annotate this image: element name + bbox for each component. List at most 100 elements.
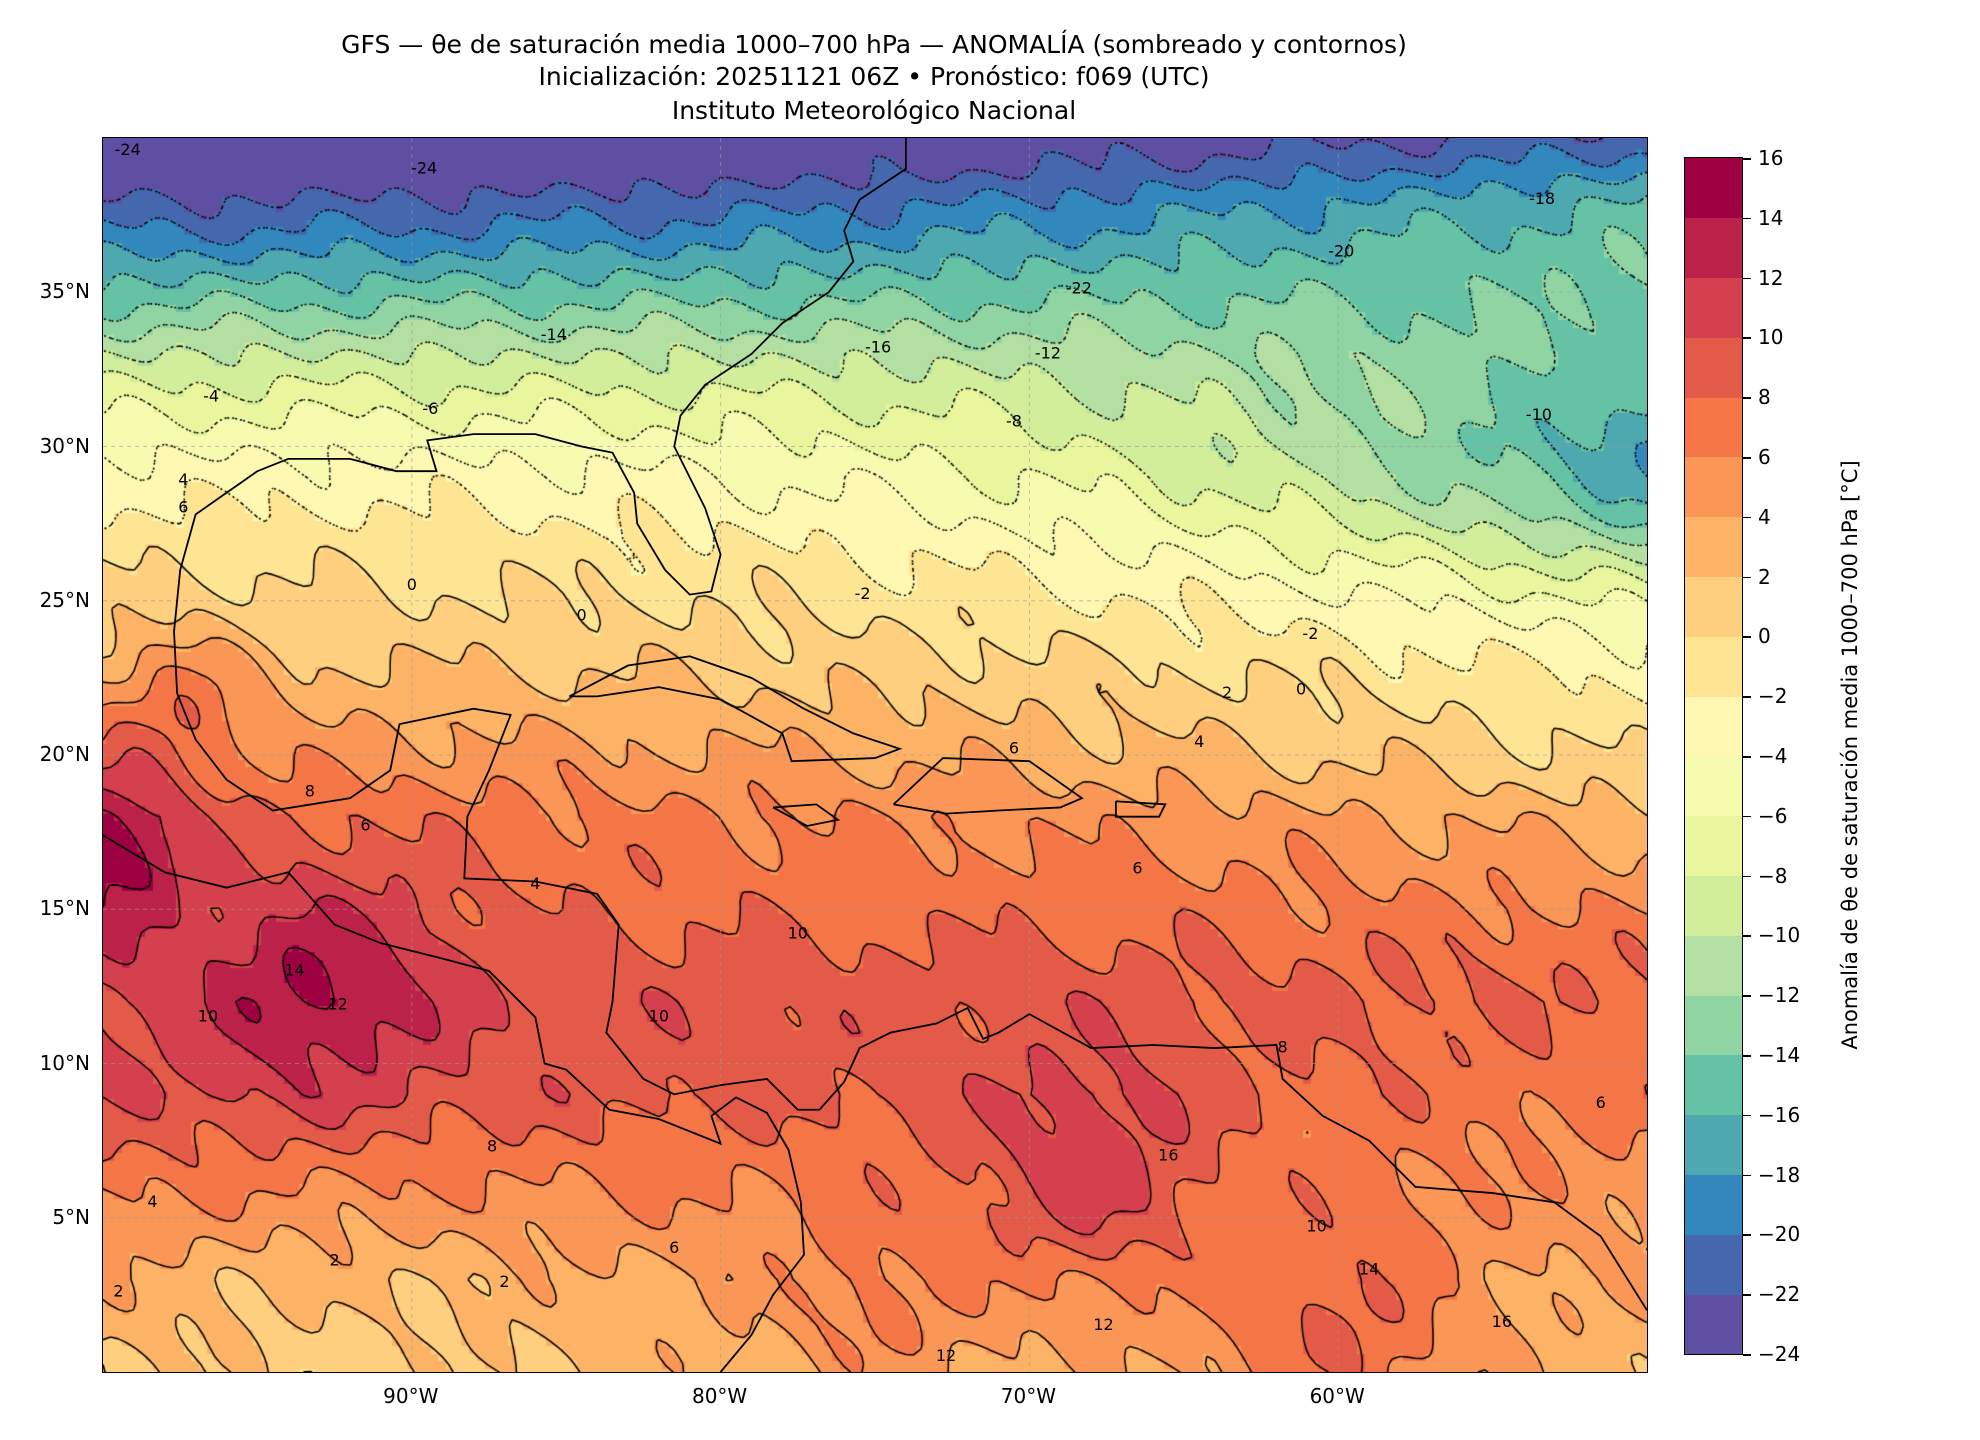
- colorbar-tick-label: 10: [1758, 325, 1784, 350]
- colorbar-swatch: [1685, 756, 1742, 817]
- colorbar-swatch: [1685, 277, 1742, 338]
- contour-label: -14: [541, 325, 567, 344]
- contour-label: 16: [1492, 1312, 1512, 1331]
- chart-subtitle-institution: Instituto Meteorológico Nacional: [671, 96, 1077, 125]
- contour-label: -2: [855, 584, 871, 603]
- contour-label: 4: [147, 1192, 157, 1211]
- contour-label: 6: [1132, 859, 1142, 878]
- lat-tick-label: 35°N: [39, 279, 90, 304]
- colorbar-tick: [1743, 277, 1751, 280]
- colorbar-tick: [1743, 696, 1751, 698]
- colorbar-tick: [1743, 217, 1751, 220]
- colorbar-tick: [1743, 397, 1751, 399]
- colorbar-tick-label: −12: [1758, 983, 1801, 1008]
- contour-label: -20: [1328, 242, 1354, 261]
- contour-label: 14: [284, 960, 304, 979]
- lat-tick-label: 15°N: [39, 896, 90, 921]
- coastline-pacific: [103, 834, 805, 1372]
- colorbar-tick: [1743, 1234, 1751, 1236]
- lat-tick-label: 5°N: [52, 1204, 90, 1229]
- contour-label: 12: [936, 1346, 956, 1365]
- colorbar: [1684, 157, 1743, 1355]
- colorbar-tick: [1743, 457, 1751, 459]
- colorbar-swatch: [1685, 1114, 1742, 1176]
- lat-tick-label: 25°N: [39, 587, 90, 612]
- colorbar-tick-label: −14: [1758, 1043, 1801, 1067]
- contour-label: -18: [1529, 189, 1555, 208]
- lon-tick-label: 60°W: [1309, 1384, 1365, 1408]
- contour-label: 2: [330, 1250, 340, 1269]
- colorbar-swatch: [1685, 1294, 1742, 1355]
- colorbar-tick: [1743, 1114, 1751, 1117]
- chart-subtitle-init: Inicialización: 20251121 06Z • Pronóstic…: [538, 62, 1210, 91]
- colorbar-swatch: [1685, 935, 1742, 996]
- contour-label: 2: [1222, 683, 1232, 702]
- colorbar-tick-label: −4: [1758, 744, 1788, 768]
- colorbar-swatch: [1685, 815, 1742, 877]
- colorbar-tick-label: 16: [1758, 146, 1784, 170]
- contour-label: 4: [178, 470, 188, 489]
- colorbar-swatch: [1685, 875, 1742, 936]
- colorbar-tick: [1743, 516, 1751, 519]
- contour-label: 8: [1278, 1038, 1288, 1057]
- colorbar-swatch: [1685, 158, 1742, 219]
- contour-label: -24: [411, 158, 437, 177]
- contour-label: 6: [178, 498, 188, 517]
- contour-label: 12: [328, 994, 348, 1013]
- colorbar-tick-label: −20: [1758, 1222, 1801, 1247]
- colorbar-tick-label: 2: [1758, 564, 1771, 589]
- contour-label: 10: [198, 1007, 218, 1026]
- contour-label: 4: [1194, 732, 1204, 751]
- colorbar-tick-label: −2: [1758, 684, 1788, 709]
- colorbar-label: Anomalía de θe de saturación media 1000–…: [1838, 460, 1862, 1050]
- colorbar-tick: [1743, 337, 1751, 339]
- contour-label: -4: [203, 387, 219, 406]
- colorbar-swatch: [1685, 1055, 1742, 1116]
- colorbar-tick: [1743, 158, 1751, 160]
- contour-label: 10: [788, 923, 808, 942]
- colorbar-swatch: [1685, 1174, 1742, 1235]
- colorbar-swatch: [1685, 995, 1742, 1056]
- contour-label: -6: [422, 399, 438, 418]
- map-overlay: -24-24-14-16 -12-22-20-18-10-8-6-4-2-2002…: [103, 138, 1647, 1372]
- colorbar-tick: [1743, 1294, 1751, 1296]
- contour-label: 8: [487, 1136, 497, 1155]
- contour-label: 2: [113, 1281, 123, 1300]
- map-axes: -24 -24 -14 -16 -12 -22 -20 -18 -10 -8 -6 -4 -2 -2 0 0 2…: [102, 137, 1648, 1373]
- contour-label: 0: [577, 606, 587, 625]
- contour-label: 14: [1359, 1260, 1379, 1279]
- contour-label: 16: [1158, 1146, 1178, 1165]
- contour-label: 6: [1009, 738, 1019, 757]
- colorbar-swatch: [1685, 457, 1742, 518]
- colorbar-swatch: [1685, 636, 1742, 697]
- colorbar-swatch: [1685, 696, 1742, 757]
- colorbar-tick-label: 6: [1758, 445, 1771, 469]
- colorbar-tick: [1743, 935, 1751, 937]
- lon-tick-label: 80°W: [691, 1384, 748, 1408]
- colorbar-tick: [1743, 576, 1751, 579]
- colorbar-tick-label: −6: [1758, 803, 1788, 828]
- colorbar-tick-label: 12: [1758, 265, 1784, 290]
- coastline-jamaica: [772, 803, 841, 827]
- contour-label: -12: [1035, 343, 1061, 362]
- lat-tick-label: 30°N: [39, 433, 90, 458]
- contour-label: -10: [1526, 405, 1552, 424]
- colorbar-tick: [1743, 815, 1751, 818]
- coastline-cuba: [568, 655, 903, 763]
- contour-label: -2: [1302, 624, 1318, 643]
- colorbar-tick-label: 14: [1758, 205, 1784, 230]
- colorbar-tick-label: −16: [1758, 1102, 1801, 1127]
- colorbar-swatch: [1685, 576, 1742, 637]
- contour-label: 6: [360, 815, 370, 834]
- contour-label: 8: [305, 782, 315, 801]
- contour-label: 6: [669, 1238, 679, 1257]
- colorbar-tick: [1743, 636, 1751, 638]
- colorbar-tick-label: 8: [1758, 385, 1771, 410]
- colorbar-tick: [1743, 875, 1751, 878]
- colorbar-swatch: [1685, 337, 1742, 398]
- colorbar-swatch: [1685, 397, 1742, 458]
- contour-label: 12: [1093, 1315, 1113, 1334]
- colorbar-tick: [1743, 995, 1751, 997]
- colorbar-swatch: [1685, 217, 1742, 279]
- lat-tick-label: 20°N: [39, 742, 90, 766]
